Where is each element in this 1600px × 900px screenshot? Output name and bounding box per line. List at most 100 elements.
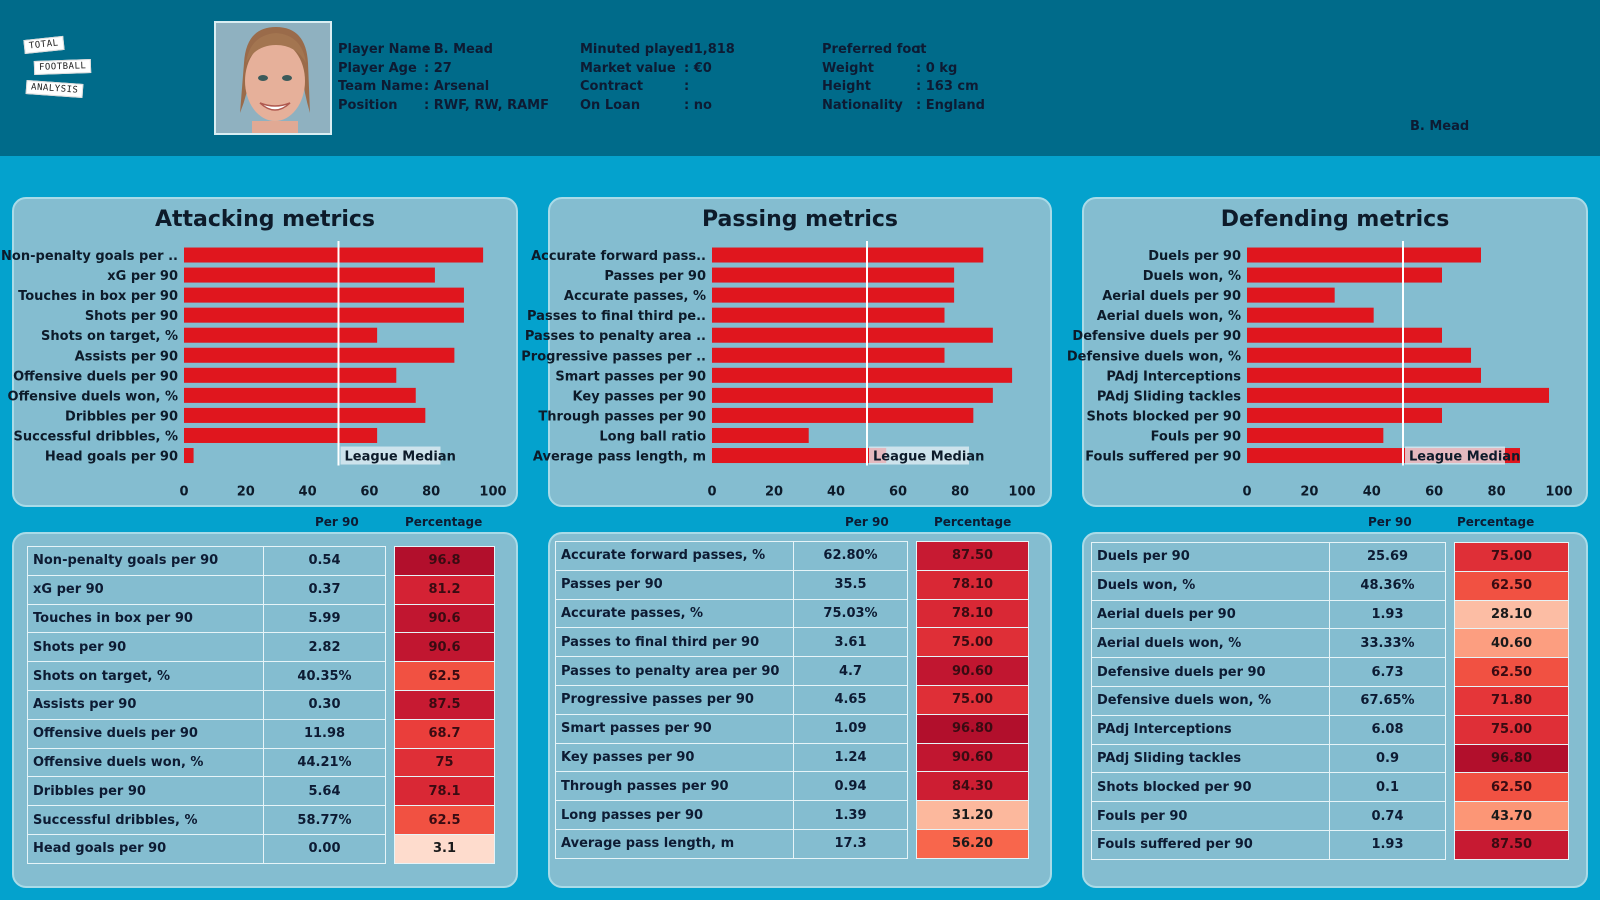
player-header: TOTAL FOOTBALL ANALYSIS Player Name: B. … — [0, 0, 1600, 156]
table-row: Average pass length, m 17.3 56.20 — [555, 828, 1029, 859]
bar — [712, 287, 955, 303]
x-tick-label: 20 — [1300, 485, 1318, 500]
table-row: Head goals per 90 0.00 3.1 — [27, 833, 495, 864]
percentile-cell: 96.80 — [1454, 743, 1569, 774]
bar — [1247, 347, 1472, 363]
category-label: Duels per 90 — [1148, 249, 1241, 264]
table-row: Through passes per 90 0.94 84.30 — [555, 771, 1029, 802]
percentile-cell: 68.7 — [394, 718, 495, 749]
per90-value-cell: 0.9 — [1329, 743, 1446, 774]
percentile-cell: 62.50 — [1454, 657, 1569, 687]
x-tick-label: 60 — [889, 485, 907, 500]
column-gap — [908, 685, 917, 714]
per90-value-cell: 0.94 — [793, 771, 908, 802]
percentile-cell: 87.5 — [394, 689, 495, 720]
metric-name-cell: Passes to penalty area per 90 — [555, 656, 794, 686]
x-tick-label: 100 — [1545, 485, 1572, 500]
per90-value-cell: 1.93 — [1329, 829, 1446, 860]
metric-name-cell: Shots blocked per 90 — [1091, 772, 1330, 803]
table-row: Duels won, % 48.36% 62.50 — [1091, 570, 1569, 601]
x-tick-label: 0 — [179, 485, 188, 500]
per90-value-cell: 4.7 — [793, 656, 908, 686]
category-label: Shots on target, % — [41, 329, 178, 344]
metric-name-cell: Aerial duels per 90 — [1091, 599, 1330, 630]
per90-value-cell: 35.5 — [793, 569, 908, 600]
table-row: xG per 90 0.37 81.2 — [27, 574, 495, 605]
table-row: Shots per 90 2.82 90.6 — [27, 632, 495, 663]
x-tick-label: 40 — [299, 485, 317, 500]
per90-value-cell: 17.3 — [793, 828, 908, 859]
info-label: Market value — [580, 60, 676, 76]
col-header-percentage: Percentage — [1457, 515, 1535, 529]
per90-value-cell: 4.65 — [793, 684, 908, 715]
category-label: Smart passes per 90 — [555, 369, 706, 384]
percentile-cell: 3.1 — [394, 833, 495, 864]
percentile-cell: 84.30 — [916, 771, 1029, 802]
info-label: Preferred foot — [822, 42, 927, 57]
category-label: Offensive duels won, % — [8, 389, 178, 404]
x-tick-label: 40 — [827, 485, 845, 500]
percentile-cell: 78.10 — [916, 569, 1029, 600]
bar — [184, 267, 435, 283]
info-value: : — [684, 79, 690, 94]
info-label: Position — [338, 97, 398, 113]
metric-name-cell: Duels per 90 — [1091, 542, 1330, 572]
table-row: Shots blocked per 90 0.1 62.50 — [1091, 772, 1569, 803]
table-row: Shots on target, % 40.35% 62.5 — [27, 661, 495, 691]
table-row: Assists per 90 0.30 87.5 — [27, 689, 495, 720]
metric-name-cell: Non-penalty goals per 90 — [27, 546, 264, 576]
column-gap — [386, 547, 395, 576]
category-label: Touches in box per 90 — [18, 289, 178, 304]
info-value: : no — [684, 97, 712, 113]
category-label: xG per 90 — [107, 269, 178, 284]
metric-name-cell: Passes per 90 — [555, 569, 794, 600]
percentile-cell: 90.60 — [916, 656, 1029, 686]
per90-value-cell: 0.54 — [263, 546, 386, 576]
metric-name-cell: PAdj Interceptions — [1091, 714, 1330, 745]
metric-name-cell: Passes to final third per 90 — [555, 627, 794, 658]
info-value: : 27 — [424, 60, 452, 76]
percentile-cell: 96.8 — [394, 546, 495, 576]
info-value: : B. Mead — [424, 42, 493, 57]
column-gap — [1446, 686, 1455, 715]
x-tick-label: 60 — [360, 485, 378, 500]
player-info-col2: Minuted played: 1,818 Market value: €0 C… — [580, 41, 735, 115]
percentile-cell: 90.6 — [394, 632, 495, 663]
info-label: Team Name — [338, 79, 423, 94]
info-value: : 0 kg — [916, 60, 958, 76]
percentile-cell: 75.00 — [1454, 542, 1569, 572]
per90-value-cell: 33.33% — [1329, 628, 1446, 659]
column-gap — [386, 690, 395, 719]
bar — [1247, 407, 1442, 423]
column-gap — [386, 575, 395, 604]
category-label: Head goals per 90 — [45, 450, 178, 465]
attacking-stats-table: Non-penalty goals per 90 0.54 96.8 xG per 9… — [27, 546, 495, 864]
x-tick-label: 40 — [1363, 485, 1381, 500]
col-header-per90: Per 90 — [315, 515, 359, 529]
per90-value-cell: 11.98 — [263, 718, 386, 749]
per90-value-cell: 62.80% — [793, 541, 908, 571]
table-row: Fouls suffered per 90 1.93 87.50 — [1091, 829, 1569, 860]
bar — [184, 427, 378, 443]
per90-value-cell: 6.73 — [1329, 657, 1446, 687]
column-gap — [1446, 571, 1455, 600]
category-label: Key passes per 90 — [573, 389, 706, 404]
league-median-label: League Median — [345, 450, 456, 465]
table-row: Accurate forward passes, % 62.80% 87.50 — [555, 541, 1029, 571]
info-label: Player Age — [338, 60, 417, 76]
column-gap — [386, 633, 395, 662]
bar — [184, 367, 397, 383]
metric-name-cell: Accurate passes, % — [555, 598, 794, 629]
category-label: Fouls suffered per 90 — [1085, 450, 1241, 465]
per90-value-cell: 0.00 — [263, 833, 386, 864]
metric-name-cell: Duels won, % — [1091, 570, 1330, 601]
league-median-label-bg — [340, 446, 441, 465]
category-label: Aerial duels won, % — [1097, 309, 1241, 324]
passing-stats-table: Accurate forward passes, % 62.80% 87.50 Pas… — [555, 541, 1029, 859]
column-gap — [386, 834, 395, 863]
percentile-cell: 81.2 — [394, 574, 495, 605]
table-row: Key passes per 90 1.24 90.60 — [555, 742, 1029, 773]
bar — [712, 367, 1013, 383]
bar — [712, 448, 887, 464]
column-gap — [1446, 715, 1455, 744]
